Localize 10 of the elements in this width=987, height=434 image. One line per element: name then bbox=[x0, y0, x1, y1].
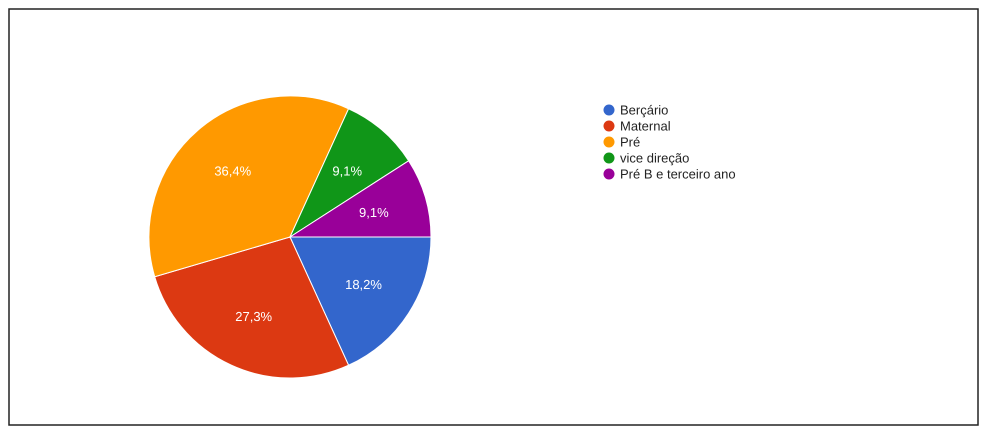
data-label: 36,4% bbox=[214, 163, 252, 178]
data-label: 27,3% bbox=[235, 309, 273, 324]
legend-label: Berçário bbox=[620, 102, 668, 118]
data-label: 9,1% bbox=[359, 204, 390, 220]
data-label: 9,1% bbox=[332, 163, 362, 178]
data-label: 18,2% bbox=[345, 276, 382, 292]
legend-label: vice direção bbox=[620, 150, 690, 166]
legend-label: Maternal bbox=[620, 118, 671, 134]
legend-label: Pré B e terceiro ano bbox=[620, 166, 736, 182]
legend-label: Pré bbox=[620, 134, 640, 150]
